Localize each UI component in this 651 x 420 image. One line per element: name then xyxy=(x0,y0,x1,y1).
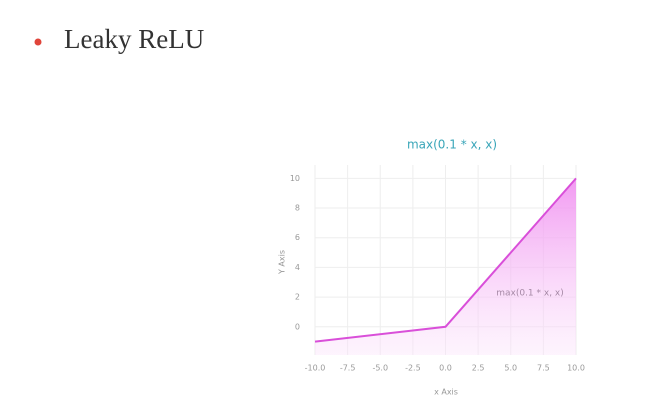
x-tick-label: -10.0 xyxy=(305,364,326,373)
y-tick-label: 0 xyxy=(295,322,300,331)
chart-title: max(0.1 * x, x) xyxy=(407,138,497,152)
y-tick-label: 2 xyxy=(295,293,300,302)
x-tick-label: -2.5 xyxy=(405,364,421,373)
x-tick-label: -5.0 xyxy=(372,364,388,373)
y-tick-label: 10 xyxy=(290,174,300,183)
x-tick-label: 0.0 xyxy=(439,364,452,373)
y-tick-label: 4 xyxy=(295,263,300,272)
line xyxy=(314,177,577,343)
slide-title: Leaky ReLU xyxy=(64,24,204,54)
x-axis-label: x Axis xyxy=(434,388,458,397)
x-tick-label: 10.0 xyxy=(567,364,585,373)
x-tick-label: 7.5 xyxy=(537,364,550,373)
x-tick-label: 5.0 xyxy=(504,364,517,373)
y-tick-label: 8 xyxy=(295,204,300,213)
y-axis-label: Y Axis xyxy=(278,250,287,275)
y-tick-label: 6 xyxy=(295,233,300,242)
x-tick-label: -7.5 xyxy=(340,364,356,373)
area-fill xyxy=(315,178,576,355)
x-tick-label: 2.5 xyxy=(472,364,485,373)
bullet xyxy=(34,38,42,46)
